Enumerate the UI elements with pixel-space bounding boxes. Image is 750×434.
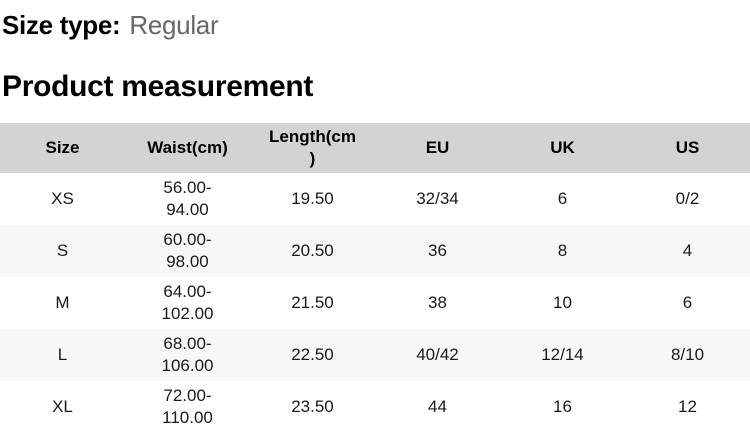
- cell-waist: 60.00- 98.00: [163, 230, 212, 271]
- cell-length: 23.50: [291, 397, 334, 416]
- column-header-us: US: [675, 138, 700, 157]
- cell-waist: 56.00- 94.00: [163, 178, 212, 219]
- product-measurement-page: Size type: Regular Product measurement Si…: [0, 10, 750, 434]
- cell-uk: 12/14: [541, 345, 584, 364]
- measurement-table: Size Waist(cm) Length(cm ) EU UK US XS 5…: [0, 123, 750, 433]
- column-header-eu: EU: [425, 138, 450, 157]
- cell-uk: 10: [553, 293, 572, 312]
- table-row-xs: XS 56.00- 94.00 19.50 32/34 6 0/2: [0, 173, 750, 225]
- column-header-size: Size: [45, 138, 80, 157]
- column-header-waist: Waist(cm): [147, 138, 228, 157]
- section-title: Product measurement: [2, 70, 314, 103]
- table-head: Size Waist(cm) Length(cm ) EU UK US: [0, 123, 750, 173]
- cell-eu: 40/42: [416, 345, 459, 364]
- cell-uk: 8: [557, 241, 568, 260]
- cell-us: 6: [682, 293, 693, 312]
- cell-uk: 16: [553, 397, 572, 416]
- cell-waist: 72.00- 110.00: [162, 386, 213, 427]
- cell-us: 12: [678, 397, 697, 416]
- cell-us: 4: [682, 241, 693, 260]
- table-row-s: S 60.00- 98.00 20.50 36 8 4: [0, 225, 750, 277]
- cell-eu: 32/34: [416, 189, 459, 208]
- cell-waist: 68.00- 106.00: [161, 334, 214, 375]
- cell-size: M: [55, 293, 70, 312]
- size-type-value: Regular: [129, 10, 219, 40]
- cell-size: S: [56, 241, 69, 260]
- cell-us: 8/10: [670, 345, 705, 364]
- cell-eu: 44: [428, 397, 447, 416]
- cell-waist: 64.00- 102.00: [161, 282, 214, 323]
- table-row-l: L 68.00- 106.00 22.50 40/42 12/14 8/10: [0, 329, 750, 381]
- table-header-row: Size Waist(cm) Length(cm ) EU UK US: [0, 123, 750, 173]
- table-row-m: M 64.00- 102.00 21.50 38 10 6: [0, 277, 750, 329]
- column-header-uk: UK: [550, 138, 575, 157]
- cell-size: L: [57, 345, 68, 364]
- table-body: XS 56.00- 94.00 19.50 32/34 6 0/2 S 60.0…: [0, 173, 750, 433]
- cell-eu: 38: [428, 293, 447, 312]
- cell-eu: 36: [428, 241, 447, 260]
- cell-length: 22.50: [291, 345, 334, 364]
- cell-size: XL: [52, 397, 73, 416]
- cell-length: 20.50: [291, 241, 334, 260]
- cell-us: 0/2: [675, 189, 700, 208]
- size-type-row: Size type: Regular: [2, 10, 750, 41]
- cell-uk: 6: [557, 189, 568, 208]
- cell-size: XS: [51, 189, 74, 208]
- table-row-xl: XL 72.00- 110.00 23.50 44 16 12: [0, 381, 750, 433]
- size-type-label: Size type:: [2, 10, 121, 40]
- cell-length: 19.50: [291, 189, 334, 208]
- column-header-length: Length(cm ): [269, 127, 356, 168]
- cell-length: 21.50: [291, 293, 334, 312]
